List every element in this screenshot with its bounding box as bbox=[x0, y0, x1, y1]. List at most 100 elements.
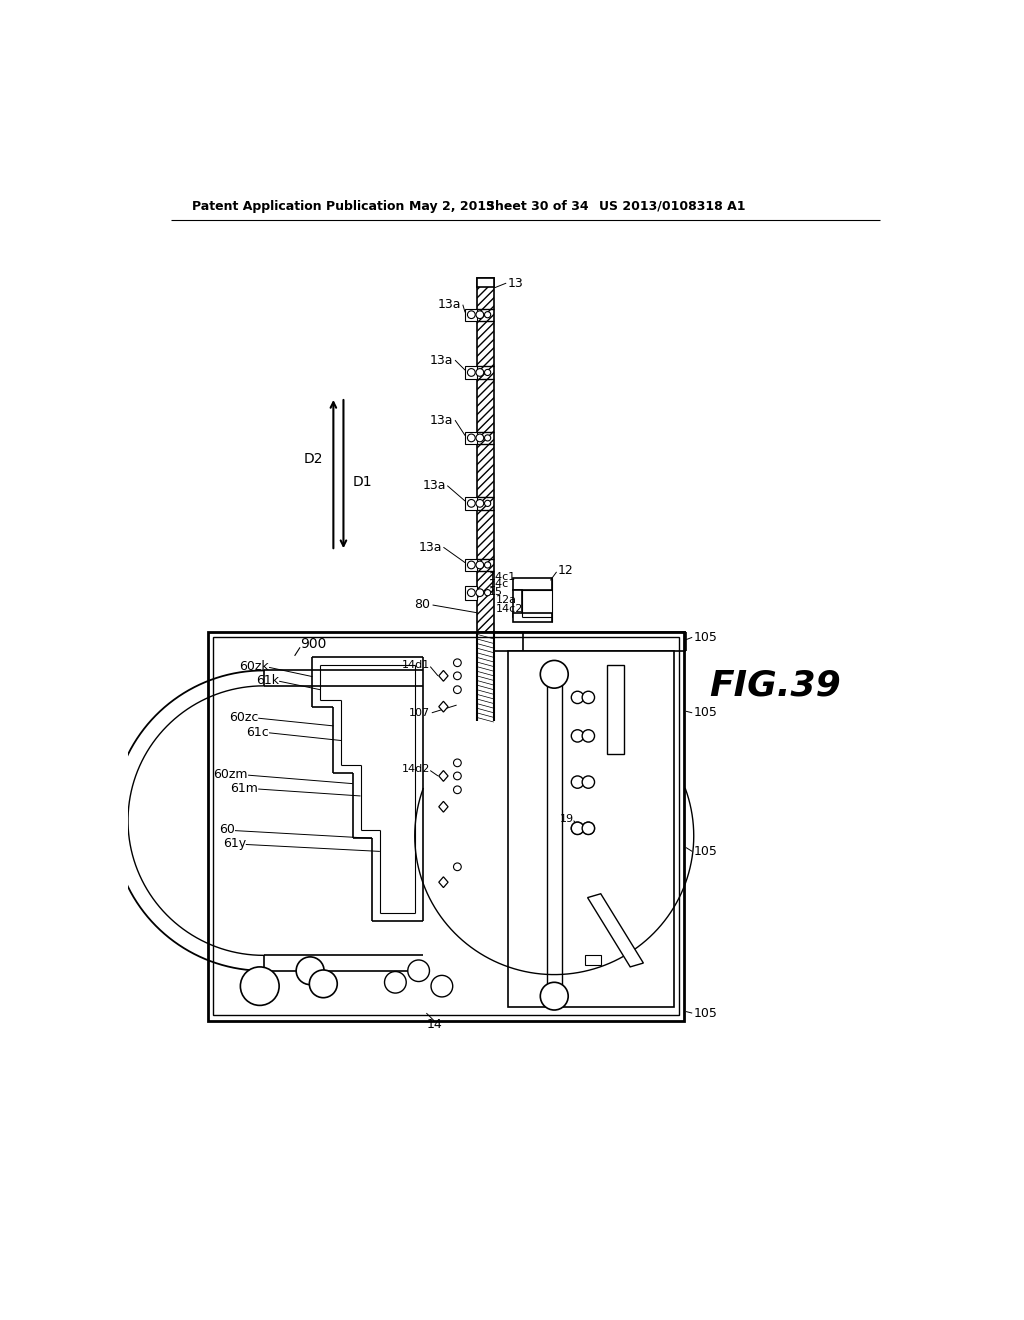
Circle shape bbox=[583, 776, 595, 788]
Circle shape bbox=[454, 686, 461, 693]
Text: 13a: 13a bbox=[419, 541, 442, 554]
Text: 13: 13 bbox=[508, 277, 523, 289]
Text: 14: 14 bbox=[426, 1018, 442, 1031]
Text: 13a: 13a bbox=[430, 354, 454, 367]
Circle shape bbox=[241, 966, 280, 1006]
Bar bbox=[513, 578, 552, 590]
Text: 61m: 61m bbox=[230, 781, 258, 795]
Circle shape bbox=[454, 759, 461, 767]
Bar bbox=[607, 665, 624, 754]
Circle shape bbox=[484, 434, 490, 441]
Bar bbox=[465, 558, 477, 572]
Text: D1: D1 bbox=[352, 475, 373, 488]
Circle shape bbox=[583, 822, 595, 834]
Bar bbox=[508, 651, 675, 1007]
Text: 14c: 14c bbox=[488, 579, 509, 589]
Bar bbox=[513, 612, 552, 622]
Text: 105: 105 bbox=[693, 631, 718, 644]
Bar bbox=[213, 638, 679, 1015]
Text: 105: 105 bbox=[693, 706, 718, 719]
Text: 14d2: 14d2 bbox=[401, 764, 430, 774]
Circle shape bbox=[454, 772, 461, 780]
Circle shape bbox=[583, 822, 595, 834]
Text: 60zc: 60zc bbox=[228, 711, 258, 723]
Circle shape bbox=[571, 692, 584, 704]
Text: 60zk: 60zk bbox=[240, 660, 269, 673]
Circle shape bbox=[484, 370, 490, 376]
Text: 13a: 13a bbox=[437, 298, 461, 312]
Circle shape bbox=[454, 672, 461, 680]
Bar bbox=[465, 586, 477, 599]
Text: 12a: 12a bbox=[496, 595, 517, 606]
Circle shape bbox=[467, 589, 475, 597]
Bar bbox=[586, 956, 601, 965]
Circle shape bbox=[476, 368, 483, 376]
Circle shape bbox=[476, 589, 483, 597]
Circle shape bbox=[296, 957, 324, 985]
Circle shape bbox=[454, 659, 461, 667]
Polygon shape bbox=[438, 801, 449, 812]
Text: 14c2: 14c2 bbox=[496, 603, 523, 614]
Polygon shape bbox=[588, 894, 643, 966]
Text: 105: 105 bbox=[693, 1007, 718, 1019]
Circle shape bbox=[484, 312, 490, 318]
Text: US 2013/0108318 A1: US 2013/0108318 A1 bbox=[599, 199, 745, 213]
Circle shape bbox=[408, 960, 429, 982]
Circle shape bbox=[583, 730, 595, 742]
Bar bbox=[477, 277, 494, 286]
Circle shape bbox=[454, 863, 461, 871]
Circle shape bbox=[484, 500, 490, 507]
Circle shape bbox=[309, 970, 337, 998]
Text: 13a: 13a bbox=[422, 479, 445, 492]
Circle shape bbox=[484, 562, 490, 568]
Circle shape bbox=[571, 776, 584, 788]
Polygon shape bbox=[438, 876, 449, 887]
Circle shape bbox=[467, 368, 475, 376]
Circle shape bbox=[476, 499, 483, 507]
Text: 107: 107 bbox=[410, 708, 430, 718]
Text: 61k: 61k bbox=[256, 675, 280, 686]
Circle shape bbox=[571, 822, 584, 834]
Text: May 2, 2013: May 2, 2013 bbox=[409, 199, 495, 213]
Circle shape bbox=[583, 692, 595, 704]
Text: 900: 900 bbox=[300, 636, 327, 651]
Text: 15: 15 bbox=[488, 587, 503, 597]
Bar bbox=[465, 498, 477, 510]
Polygon shape bbox=[438, 671, 449, 681]
Circle shape bbox=[571, 822, 584, 834]
Bar bbox=[465, 367, 477, 379]
Text: Patent Application Publication: Patent Application Publication bbox=[191, 199, 403, 213]
Text: 80: 80 bbox=[415, 598, 430, 611]
Text: 19: 19 bbox=[559, 814, 573, 824]
Circle shape bbox=[467, 312, 475, 318]
Circle shape bbox=[541, 660, 568, 688]
Text: 60zm: 60zm bbox=[214, 768, 248, 781]
Text: 12: 12 bbox=[558, 564, 573, 577]
Text: 14d1: 14d1 bbox=[402, 660, 430, 671]
Text: 14c1: 14c1 bbox=[488, 572, 516, 582]
Text: 13a: 13a bbox=[430, 413, 454, 426]
Bar bbox=[477, 277, 494, 632]
Text: 60: 60 bbox=[219, 824, 234, 837]
Text: 105: 105 bbox=[693, 845, 718, 858]
Circle shape bbox=[467, 434, 475, 442]
Circle shape bbox=[484, 590, 490, 595]
Bar bbox=[208, 632, 684, 1020]
Polygon shape bbox=[438, 701, 449, 711]
Circle shape bbox=[571, 730, 584, 742]
Circle shape bbox=[476, 561, 483, 569]
Circle shape bbox=[476, 312, 483, 318]
Polygon shape bbox=[438, 771, 449, 781]
Text: FIG.39: FIG.39 bbox=[710, 669, 841, 702]
Bar bbox=[465, 309, 477, 321]
Circle shape bbox=[431, 975, 453, 997]
Text: 61c: 61c bbox=[247, 726, 269, 739]
Circle shape bbox=[467, 499, 475, 507]
Bar bbox=[465, 432, 477, 444]
Circle shape bbox=[467, 561, 475, 569]
Text: 61y: 61y bbox=[222, 837, 246, 850]
Circle shape bbox=[385, 972, 407, 993]
Text: D2: D2 bbox=[304, 451, 324, 466]
Text: Sheet 30 of 34: Sheet 30 of 34 bbox=[486, 199, 589, 213]
Circle shape bbox=[541, 982, 568, 1010]
